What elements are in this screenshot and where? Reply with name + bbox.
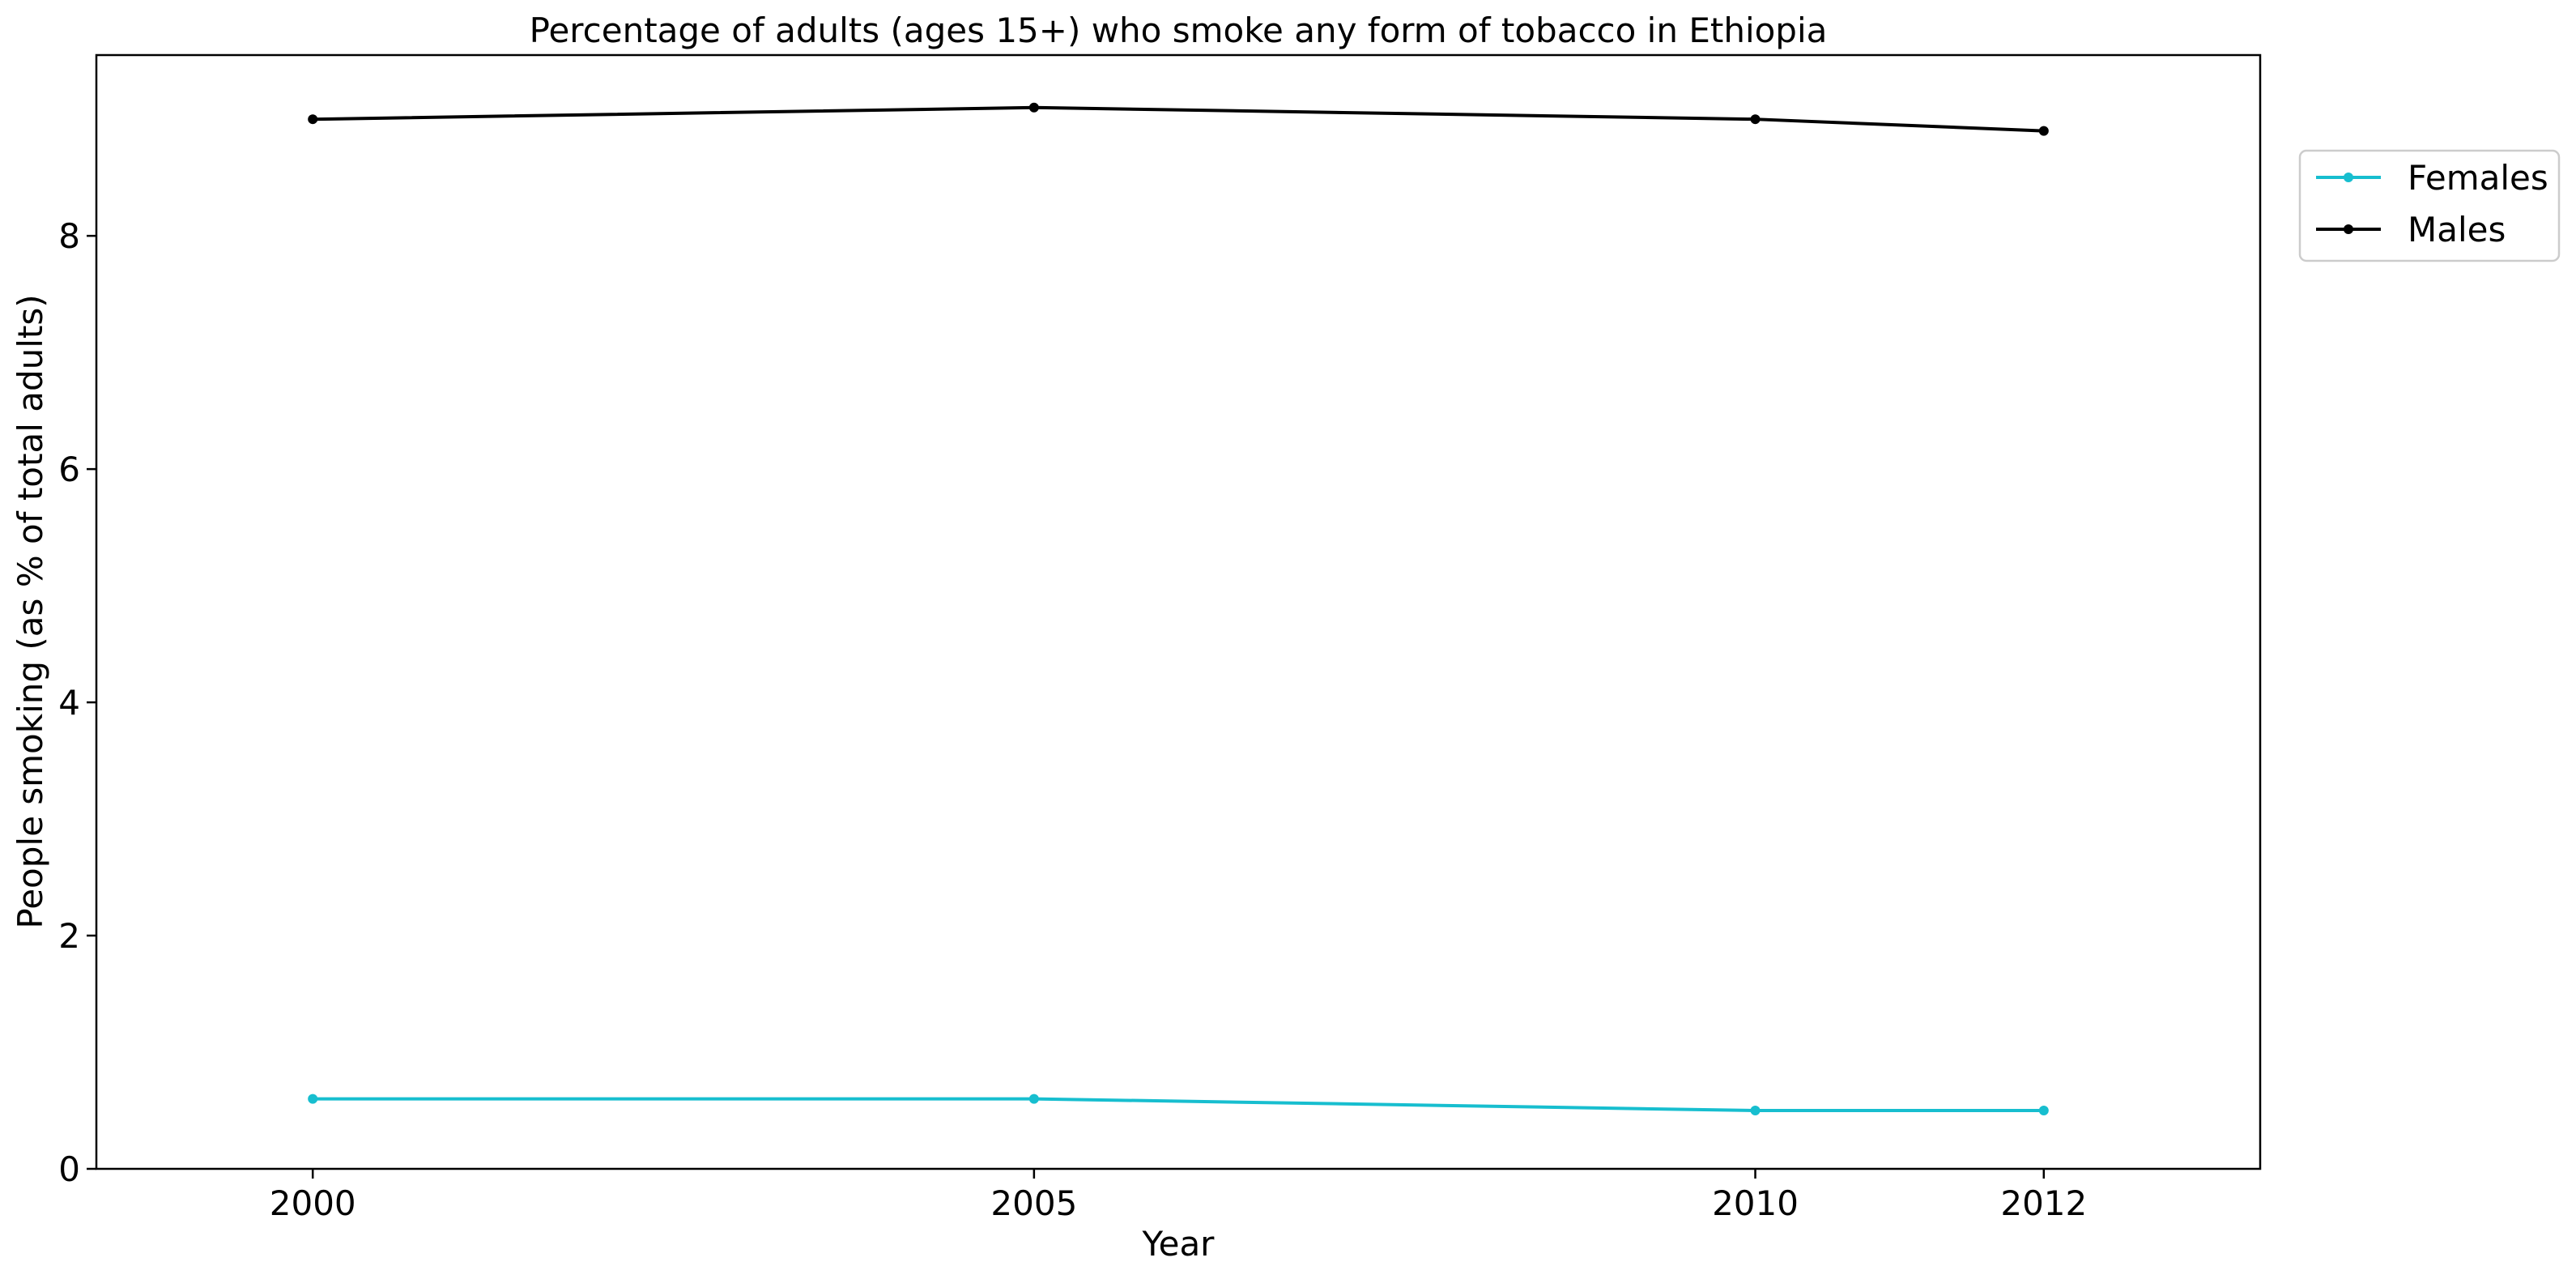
y-axis-label: People smoking (as % of total adults) xyxy=(11,294,50,928)
legend: Females Males xyxy=(2298,149,2561,262)
data-point-males xyxy=(1750,114,1761,125)
series-line-females xyxy=(313,1097,2044,1113)
x-tick-label: 2010 xyxy=(1712,1183,1799,1223)
plot-area-frame xyxy=(95,53,2262,1170)
y-tick-label: 4 xyxy=(58,683,80,723)
chart-title: Percentage of adults (ages 15+) who smok… xyxy=(530,11,1828,50)
series-line-males xyxy=(313,105,2044,133)
y-tick-label: 0 xyxy=(58,1149,80,1189)
y-tick-label: 8 xyxy=(58,216,80,256)
legend-label-males: Males xyxy=(2408,210,2506,249)
x-tick-label: 2012 xyxy=(2000,1183,2087,1223)
y-tick-label: 2 xyxy=(58,916,80,956)
y-tick-label: 6 xyxy=(58,450,80,489)
legend-label-females: Females xyxy=(2408,158,2548,198)
x-tick-label: 2000 xyxy=(270,1183,356,1223)
x-axis-ticks: 2000 2005 2010 2012 xyxy=(270,1169,2087,1223)
data-point-males xyxy=(2038,126,2049,136)
y-axis-ticks: 0 2 4 6 8 xyxy=(58,216,96,1189)
data-point-females xyxy=(1028,1094,1039,1104)
data-point-males xyxy=(308,114,318,125)
data-point-males xyxy=(1028,102,1039,113)
x-tick-label: 2005 xyxy=(990,1183,1077,1223)
series-layer xyxy=(308,102,2049,1116)
data-point-females xyxy=(1750,1106,1761,1116)
legend-marker-males xyxy=(2344,224,2353,234)
legend-marker-females xyxy=(2344,173,2353,182)
data-point-females xyxy=(308,1094,318,1104)
x-axis-label: Year xyxy=(1142,1224,1216,1264)
data-point-females xyxy=(2038,1106,2049,1116)
